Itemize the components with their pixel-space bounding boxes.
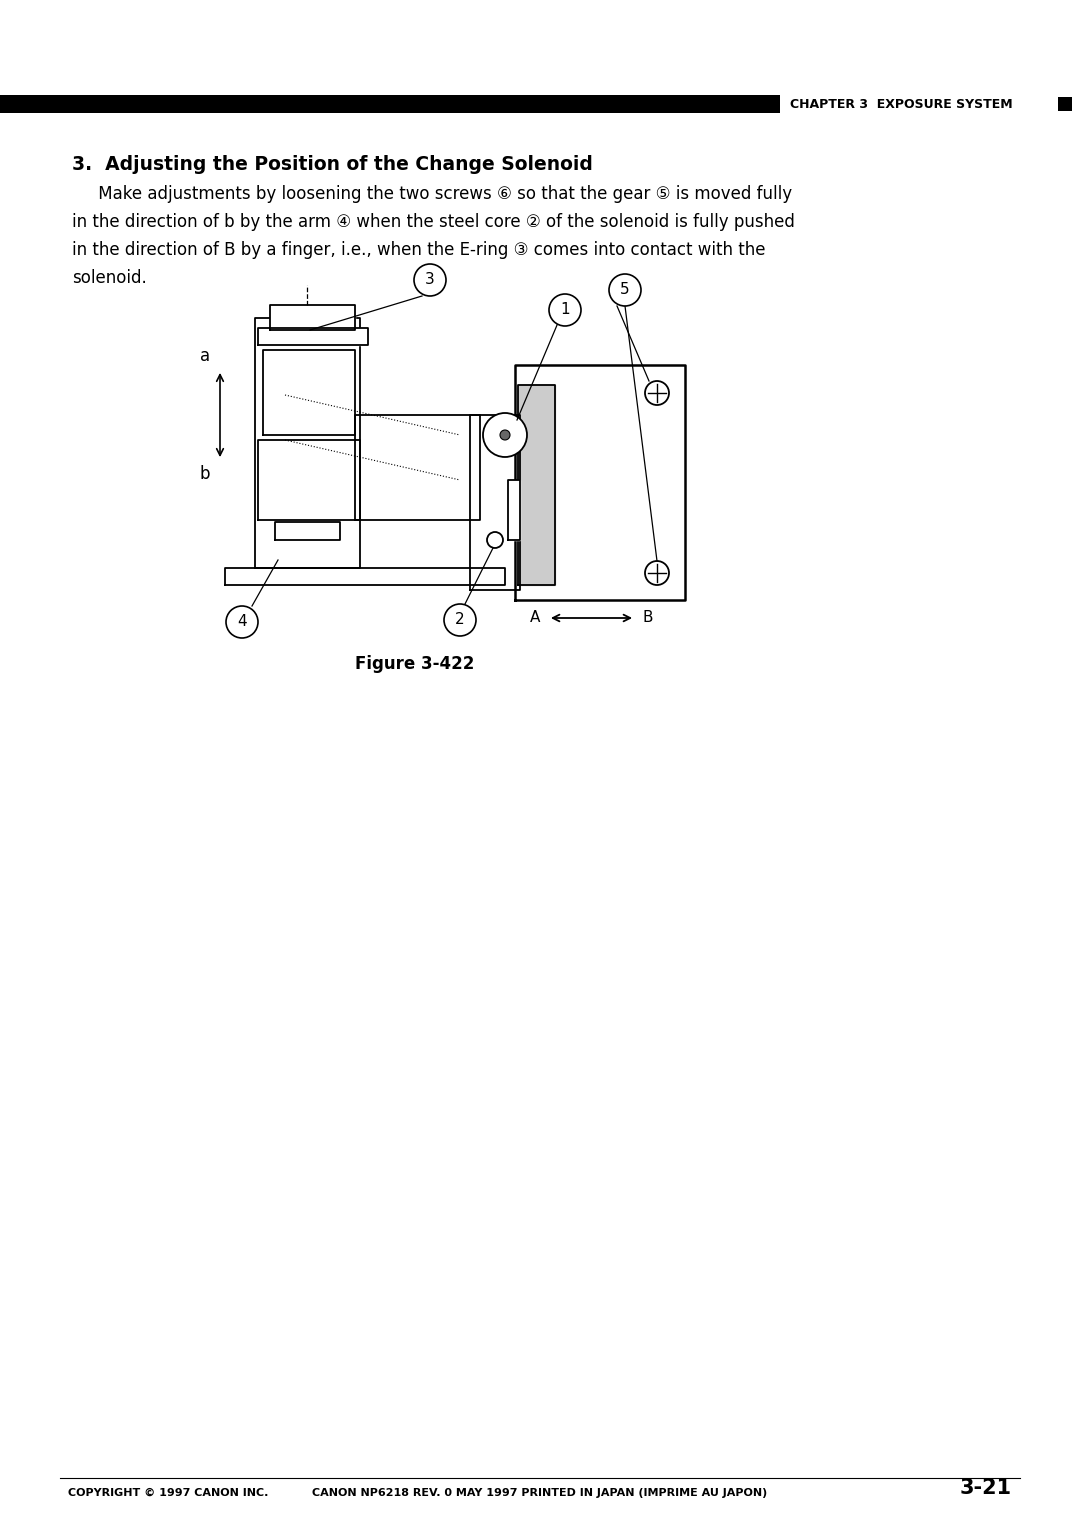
Circle shape — [226, 607, 258, 639]
Polygon shape — [255, 318, 360, 568]
Circle shape — [609, 274, 642, 306]
Polygon shape — [515, 365, 685, 601]
Text: CHAPTER 3  EXPOSURE SYSTEM: CHAPTER 3 EXPOSURE SYSTEM — [789, 98, 1013, 110]
Text: a: a — [200, 347, 210, 365]
Text: 5: 5 — [620, 283, 630, 298]
Text: B: B — [643, 611, 653, 625]
Polygon shape — [258, 329, 368, 345]
Circle shape — [549, 293, 581, 325]
Text: 1: 1 — [561, 303, 570, 318]
Text: 4: 4 — [238, 614, 247, 630]
Text: 3: 3 — [426, 272, 435, 287]
Circle shape — [483, 413, 527, 457]
Text: b: b — [200, 465, 210, 483]
Bar — [1058, 96, 1072, 112]
Text: COPYRIGHT © 1997 CANON INC.: COPYRIGHT © 1997 CANON INC. — [68, 1488, 268, 1497]
Circle shape — [645, 380, 669, 405]
Text: CANON NP6218 REV. 0 MAY 1997 PRINTED IN JAPAN (IMPRIME AU JAPON): CANON NP6218 REV. 0 MAY 1997 PRINTED IN … — [312, 1488, 768, 1497]
Text: 3-21: 3-21 — [960, 1478, 1012, 1497]
Text: Figure 3-422: Figure 3-422 — [355, 656, 475, 672]
Circle shape — [487, 532, 503, 549]
Text: in the direction of b by the arm ④ when the steel core ② of the solenoid is full: in the direction of b by the arm ④ when … — [72, 212, 795, 231]
Circle shape — [444, 604, 476, 636]
Text: solenoid.: solenoid. — [72, 269, 147, 287]
Polygon shape — [518, 385, 555, 585]
Circle shape — [645, 561, 669, 585]
Text: 2: 2 — [455, 613, 464, 628]
Polygon shape — [225, 568, 505, 585]
Polygon shape — [508, 480, 519, 539]
Text: in the direction of B by a finger, i.e., when the E-ring ③ comes into contact wi: in the direction of B by a finger, i.e.,… — [72, 241, 766, 260]
Text: 3.  Adjusting the Position of the Change Solenoid: 3. Adjusting the Position of the Change … — [72, 154, 593, 174]
Circle shape — [500, 429, 510, 440]
Polygon shape — [355, 416, 480, 520]
Polygon shape — [470, 416, 519, 590]
Text: A: A — [529, 611, 540, 625]
Circle shape — [414, 264, 446, 296]
Text: Make adjustments by loosening the two screws ⑥ so that the gear ⑤ is moved fully: Make adjustments by loosening the two sc… — [72, 185, 792, 203]
Polygon shape — [270, 306, 355, 330]
Bar — [0, 95, 780, 113]
